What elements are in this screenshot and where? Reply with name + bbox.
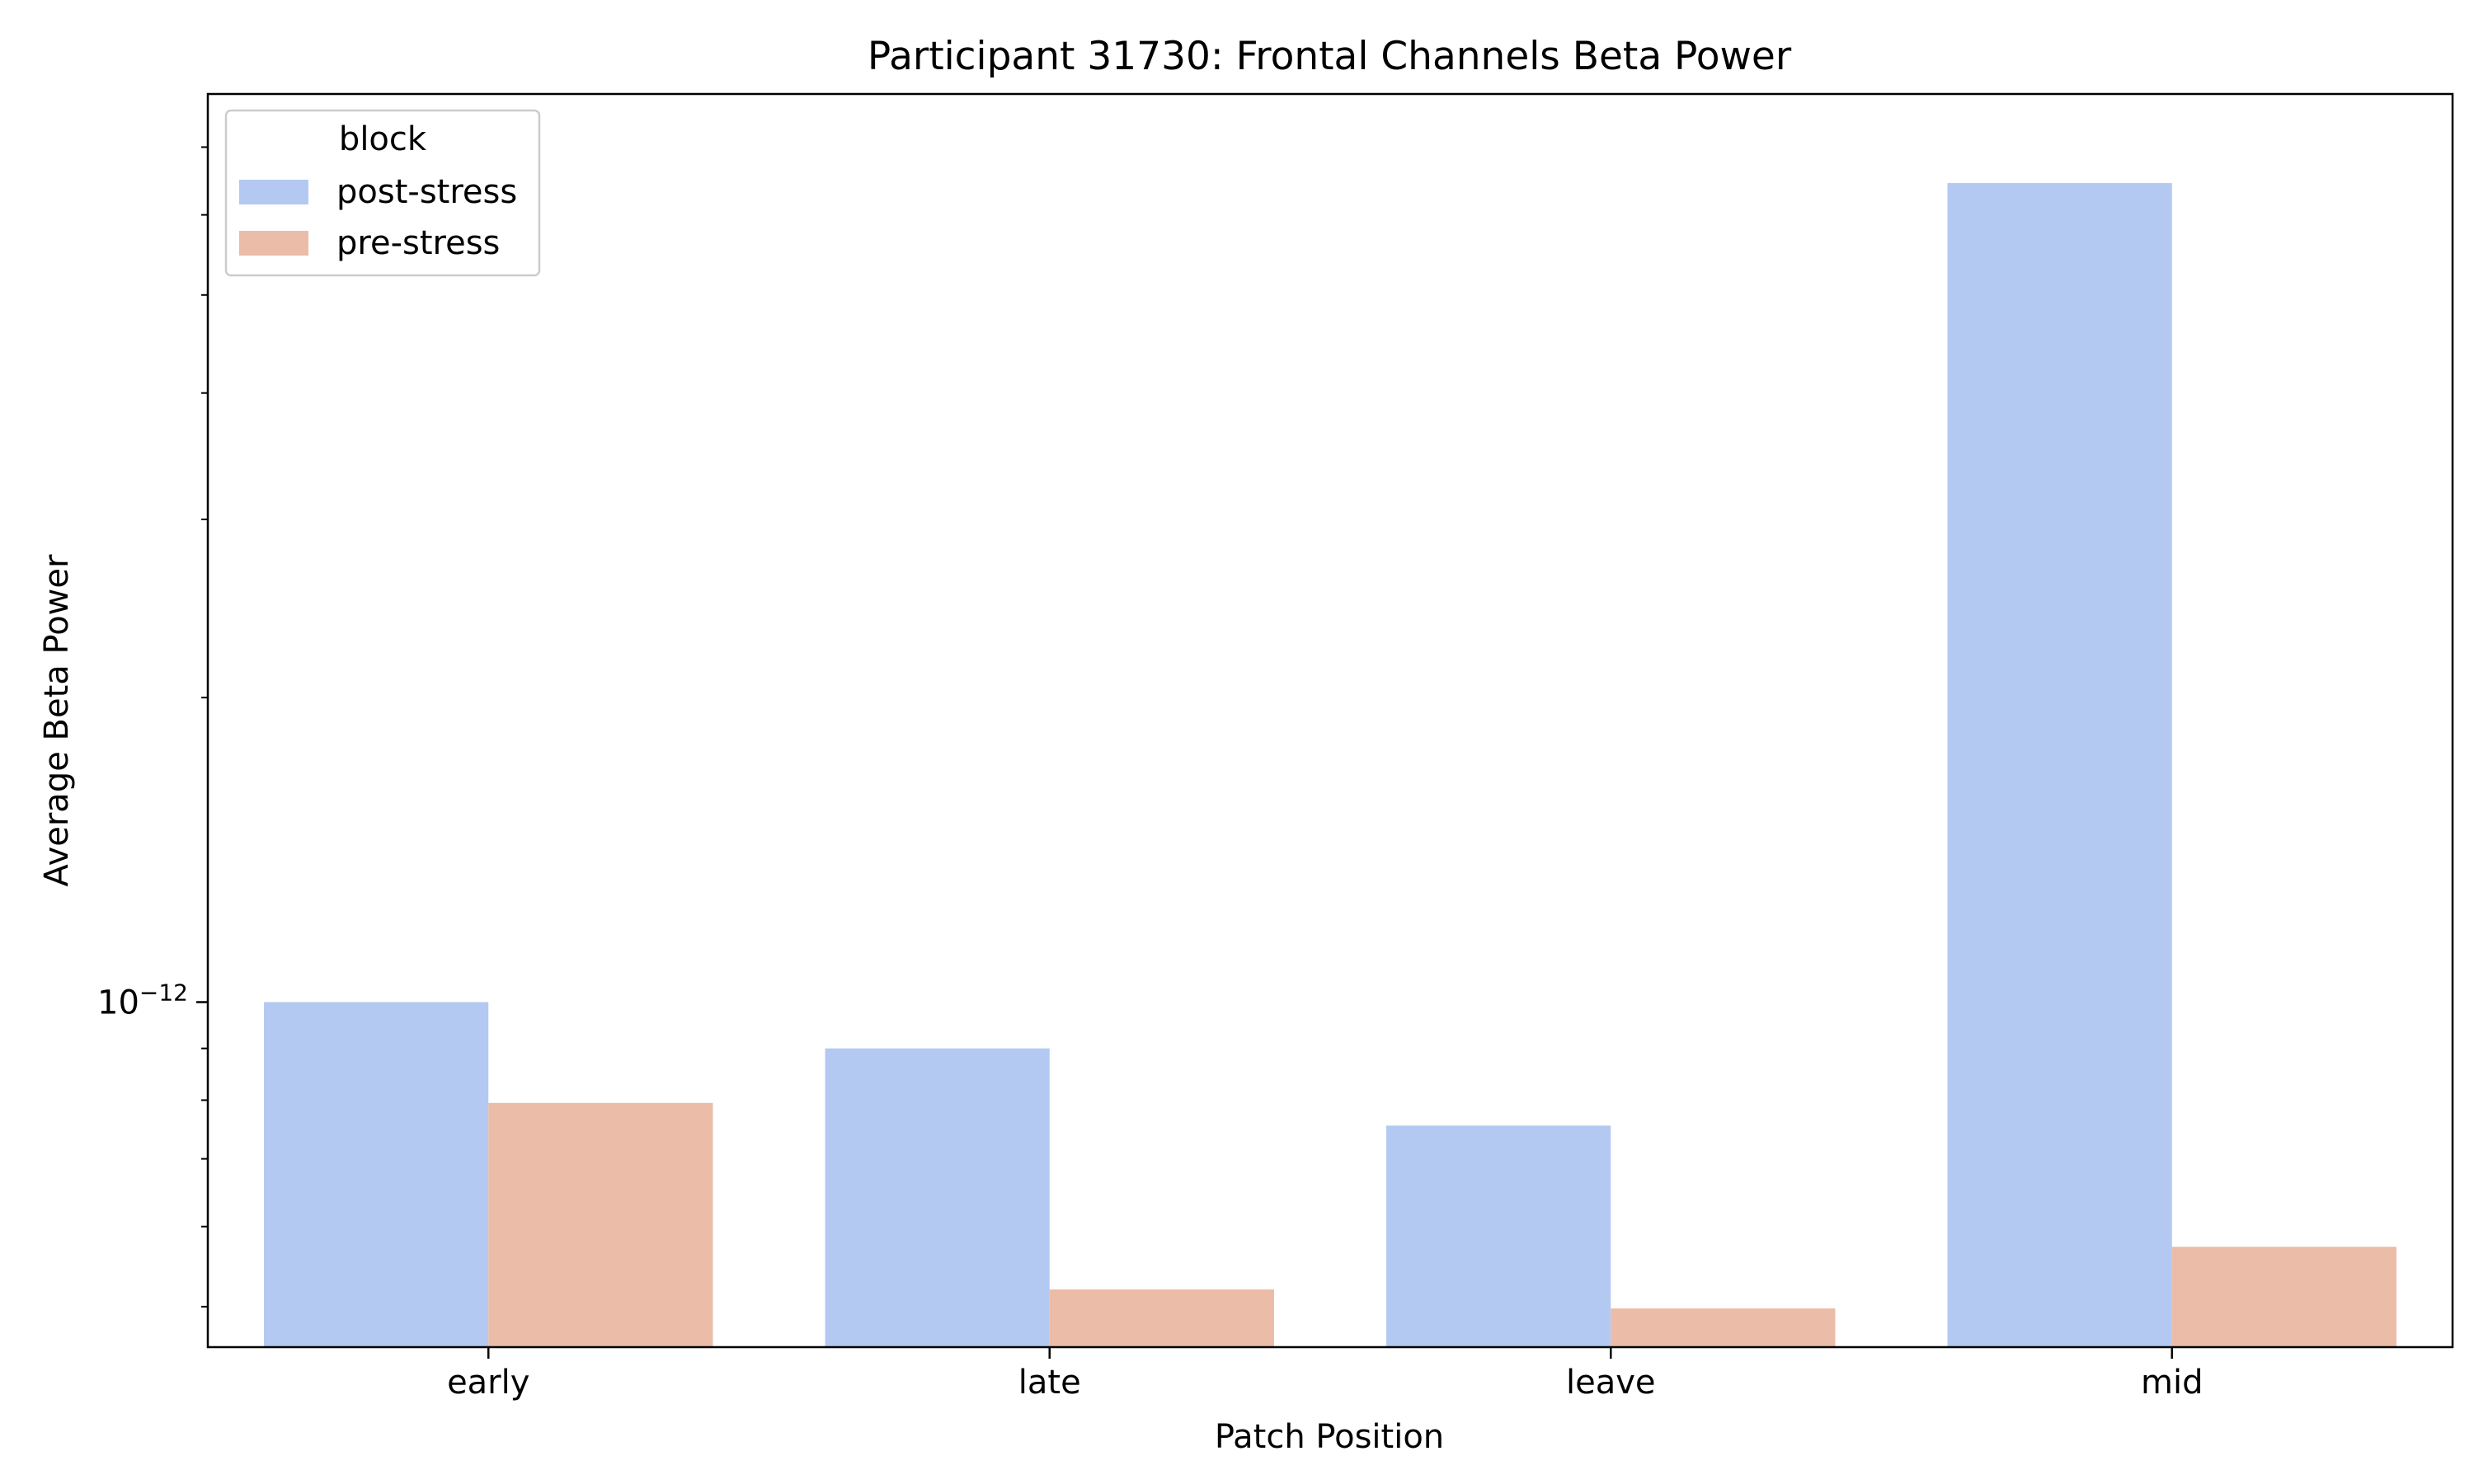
legend-swatch-post-stress [239, 180, 308, 204]
x-axis-label: Patch Position [1215, 1418, 1444, 1456]
x-tick-label: leave [1566, 1364, 1656, 1402]
legend-label-pre-stress: pre-stress [336, 224, 500, 262]
x-tick-label: late [1018, 1364, 1081, 1402]
legend-swatch-pre-stress [239, 231, 308, 256]
legend-label-post-stress: post-stress [336, 173, 517, 211]
bar-leave-pre-stress [1611, 1308, 1836, 1347]
x-tick-label: mid [2141, 1364, 2203, 1402]
bar-late-pre-stress [1049, 1289, 1274, 1347]
bar-mid-pre-stress [2171, 1247, 2396, 1347]
chart-title: Participant 31730: Frontal Channels Beta… [868, 34, 1792, 79]
bar-leave-post-stress [1386, 1125, 1611, 1347]
bar-late-post-stress [825, 1048, 1050, 1347]
axis-ticks-layer: early late leave mid 10−12 [97, 146, 2203, 1402]
plot-frame [206, 92, 2454, 1349]
x-tick-label: early [447, 1364, 529, 1402]
y-axis-label: Average Beta Power [38, 554, 76, 886]
y-tick-label: 10−12 [97, 979, 188, 1022]
bar-mid-post-stress [1947, 183, 2172, 1347]
legend: block post-stress pre-stress [224, 109, 541, 277]
bars-layer [264, 183, 2396, 1347]
bar-early-post-stress [264, 1002, 489, 1347]
bar-early-pre-stress [488, 1102, 713, 1347]
legend-title: block [339, 120, 427, 158]
